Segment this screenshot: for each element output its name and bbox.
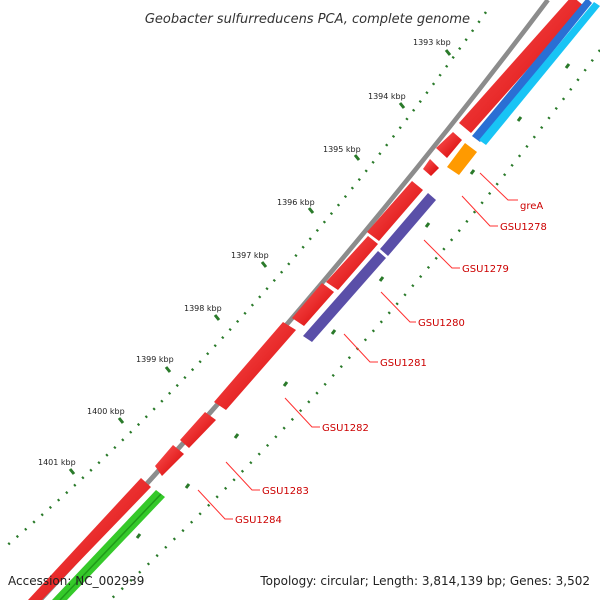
inner-dotted-line (109, 49, 600, 600)
cds-gene-5[interactable] (292, 283, 334, 326)
cds-gene-1[interactable] (436, 132, 462, 158)
cyan-track-gene[interactable] (479, 2, 600, 145)
purple-track-gene-1[interactable] (380, 193, 436, 256)
tick-label-1397: 1397 kbp (231, 251, 269, 260)
cds-gene-3[interactable] (367, 181, 423, 241)
cds-gene-9[interactable] (28, 478, 151, 600)
gene-label-gsu1279[interactable]: GSU1279 (462, 264, 509, 275)
purple-track-gene-2[interactable] (303, 251, 386, 342)
gene-label-gsu1278[interactable]: GSU1278 (500, 222, 547, 233)
tick-label-1400: 1400 kbp (87, 407, 125, 416)
cds-gene-7[interactable] (180, 412, 216, 448)
tick-label-1401: 1401 kbp (38, 458, 76, 467)
tick-label-1396: 1396 kbp (277, 198, 315, 207)
cds-gene-6[interactable] (214, 322, 296, 410)
cds-gene-4[interactable] (326, 236, 378, 290)
gene-label-gsu1281[interactable]: GSU1281 (380, 358, 427, 369)
major-ticks (68, 49, 452, 475)
gene-label-gsu1284[interactable]: GSU1284 (235, 515, 282, 526)
cds-gene-8[interactable] (155, 445, 184, 476)
outer-dotted-line (3, 11, 488, 549)
map-title: Geobacter sulfurreducens PCA, complete g… (145, 12, 470, 27)
gene-label-gsu1283[interactable]: GSU1283 (262, 486, 309, 497)
cds-gene-2[interactable] (423, 159, 439, 176)
cds-track (28, 0, 584, 600)
tick-label-1394: 1394 kbp (368, 92, 406, 101)
tick-label-1399: 1399 kbp (136, 355, 174, 364)
topology-text: Topology: circular; Length: 3,814,139 bp… (260, 574, 590, 588)
gene-label-grea[interactable]: greA (520, 201, 543, 212)
orange-track-gene[interactable] (447, 143, 477, 175)
inner-major-ticks (135, 63, 571, 539)
gene-label-gsu1282[interactable]: GSU1282 (322, 423, 369, 434)
accession-text: Accession: NC_002939 (8, 574, 145, 588)
cds-gene-upper[interactable] (459, 0, 584, 133)
tick-label-1395: 1395 kbp (323, 145, 361, 154)
tick-label-1398: 1398 kbp (184, 304, 222, 313)
blue-track-gene[interactable] (472, 0, 592, 142)
tick-label-1393: 1393 kbp (413, 38, 451, 47)
green-track-edge (59, 493, 162, 600)
green-track-gene[interactable] (52, 490, 165, 600)
leader-lines (197, 172, 518, 520)
gene-label-gsu1280[interactable]: GSU1280 (418, 318, 465, 329)
